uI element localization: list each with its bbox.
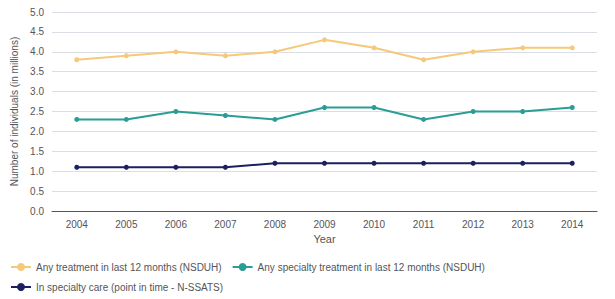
svg-text:2013: 2013 xyxy=(512,219,535,230)
svg-text:3.5: 3.5 xyxy=(30,66,44,77)
svg-text:In specialty care (point in ti: In specialty care (point in time - N-SSA… xyxy=(36,282,223,293)
svg-text:2006: 2006 xyxy=(165,219,188,230)
svg-text:Any treatment in last 12 month: Any treatment in last 12 months (NSDUH) xyxy=(36,262,222,273)
svg-text:2007: 2007 xyxy=(214,219,237,230)
svg-text:3.0: 3.0 xyxy=(30,86,44,97)
svg-text:Number of individuals (in mill: Number of individuals (in millions) xyxy=(9,37,20,187)
svg-text:2011: 2011 xyxy=(413,219,435,230)
svg-text:0.5: 0.5 xyxy=(30,186,44,197)
svg-text:2.5: 2.5 xyxy=(30,106,44,117)
svg-text:2004: 2004 xyxy=(66,219,89,230)
svg-text:1.5: 1.5 xyxy=(30,146,44,157)
svg-text:0.0: 0.0 xyxy=(30,206,44,217)
svg-text:Year: Year xyxy=(313,233,336,245)
svg-text:2010: 2010 xyxy=(363,219,386,230)
svg-text:2014: 2014 xyxy=(561,219,584,230)
svg-text:2005: 2005 xyxy=(115,219,138,230)
svg-text:1.0: 1.0 xyxy=(30,166,44,177)
svg-text:2009: 2009 xyxy=(313,219,336,230)
svg-text:2.0: 2.0 xyxy=(30,126,44,137)
svg-text:2012: 2012 xyxy=(462,219,485,230)
svg-text:4.5: 4.5 xyxy=(30,26,44,37)
svg-text:4.0: 4.0 xyxy=(30,46,44,57)
svg-text:Any specialty treatment in las: Any specialty treatment in last 12 month… xyxy=(258,262,485,273)
svg-text:5.0: 5.0 xyxy=(30,7,44,18)
svg-text:2008: 2008 xyxy=(264,219,287,230)
